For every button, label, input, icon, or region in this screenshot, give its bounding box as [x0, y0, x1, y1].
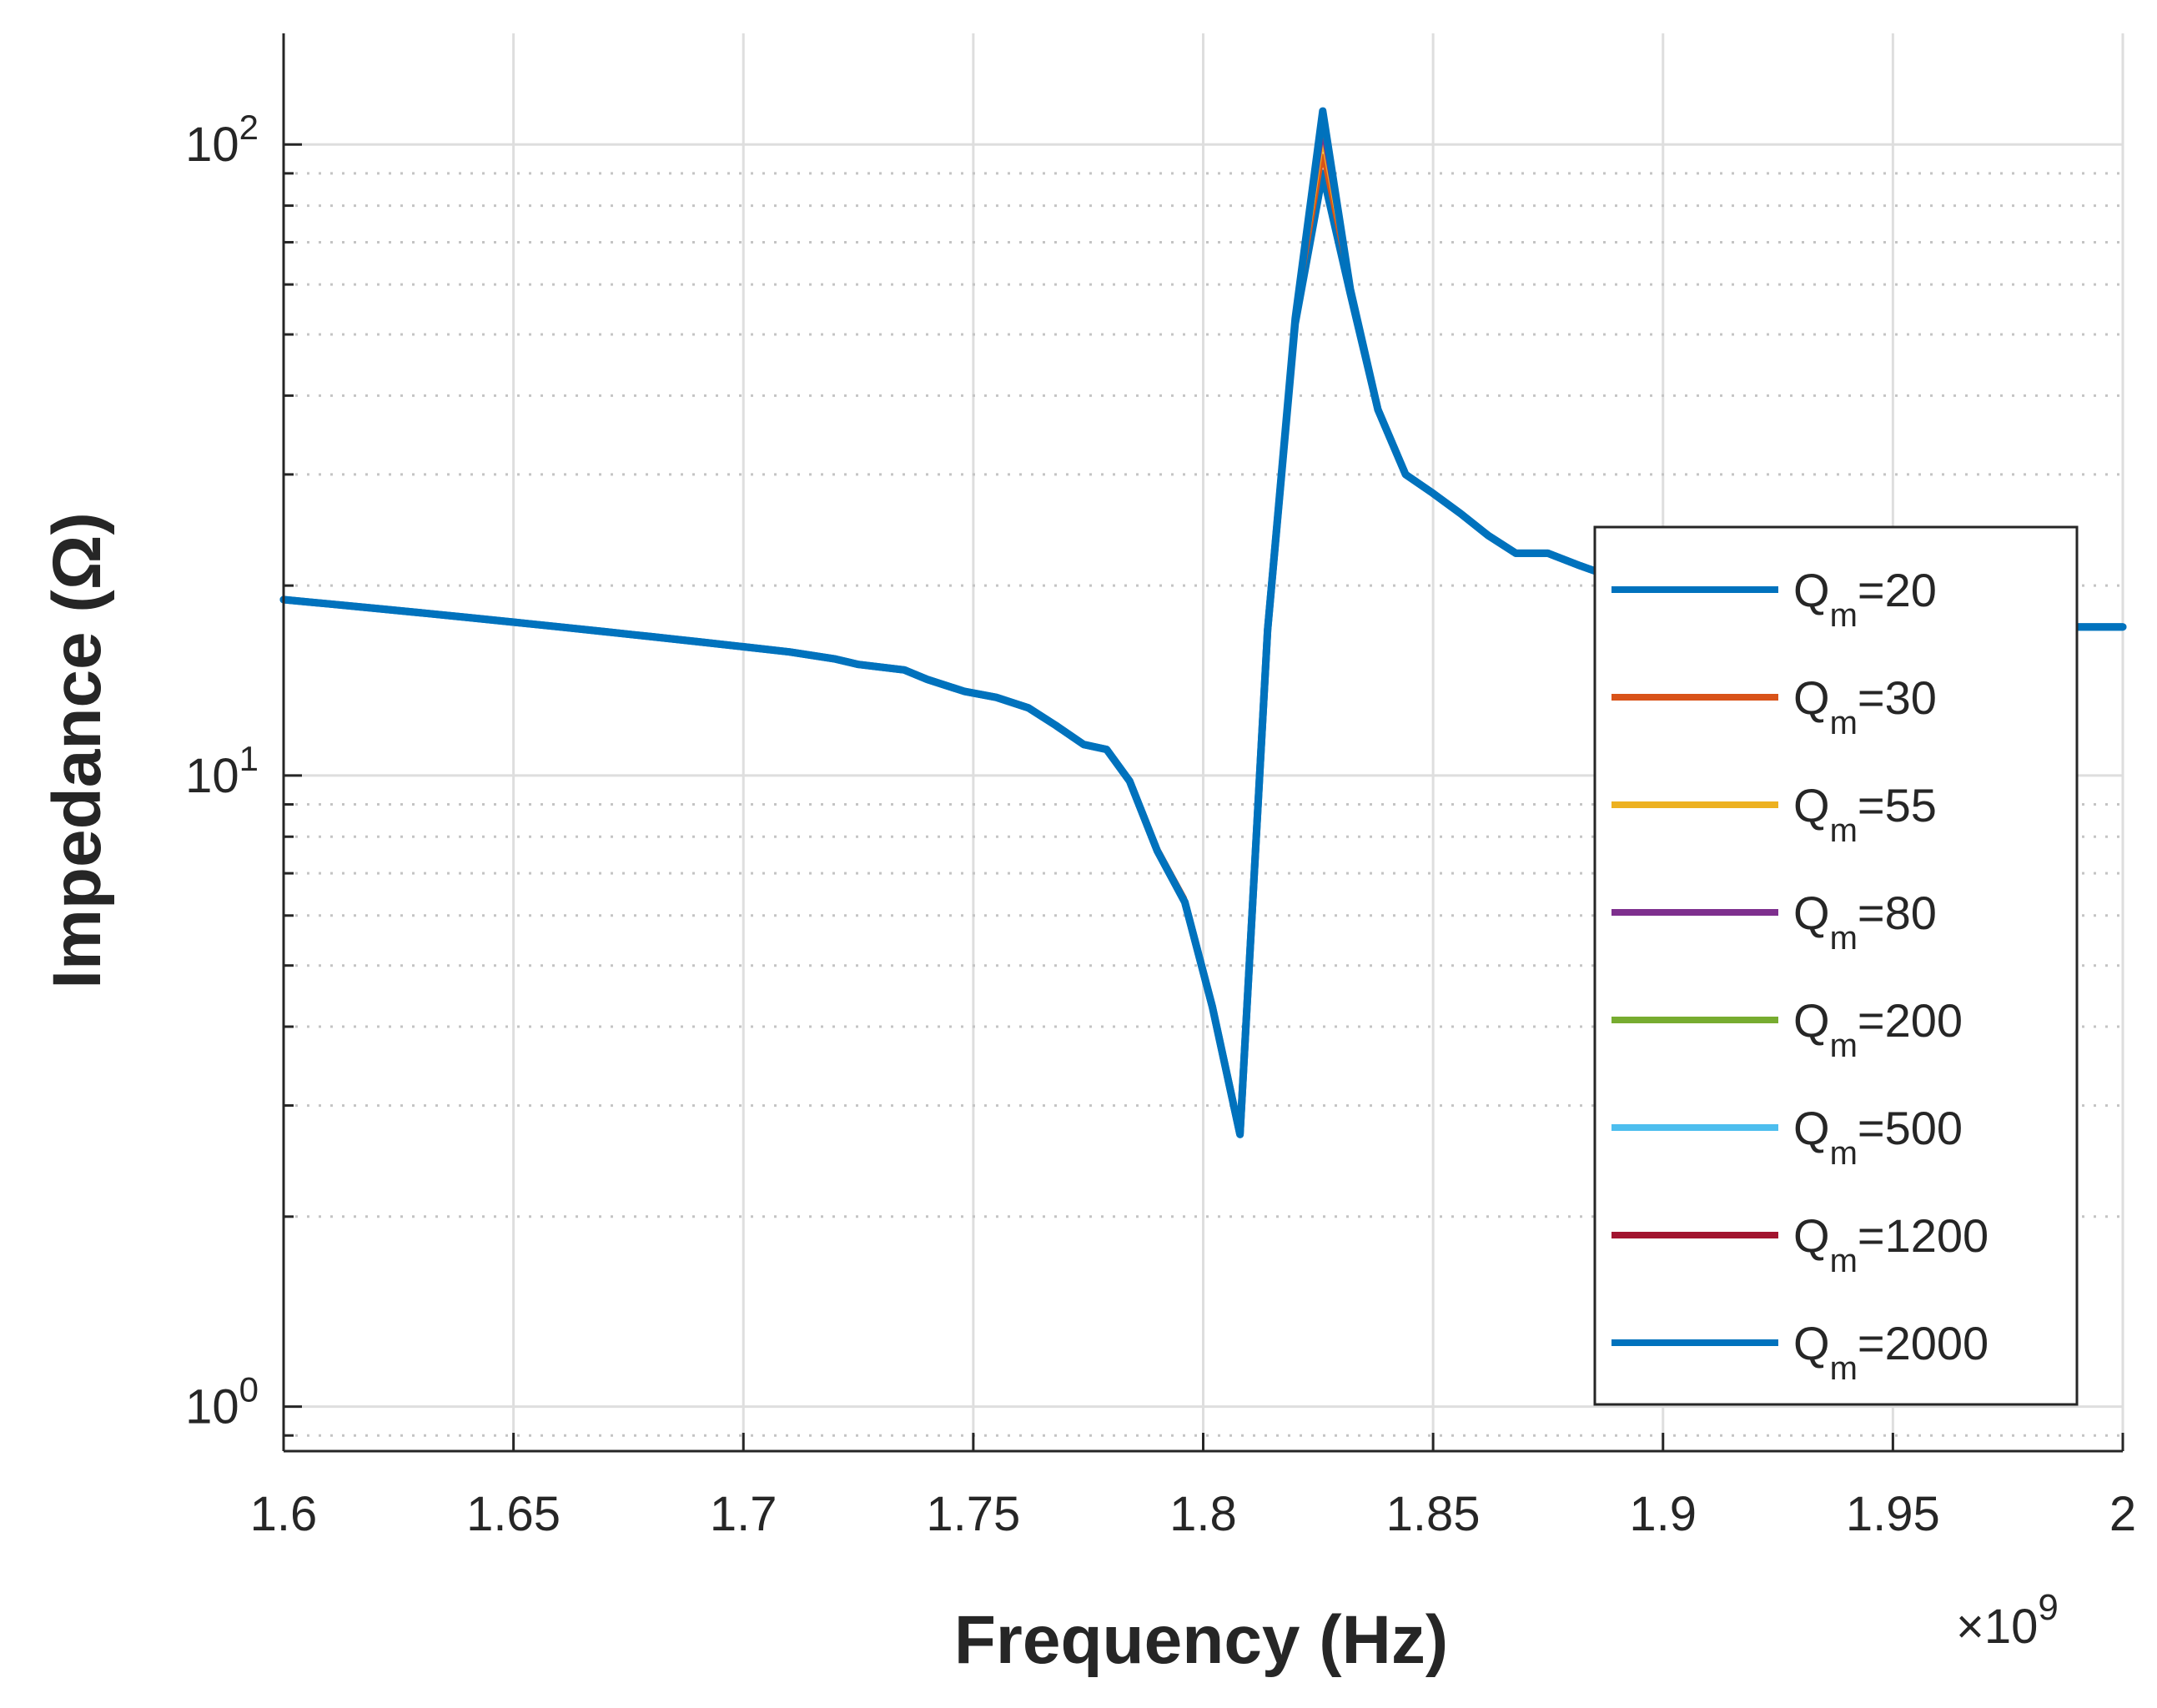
legend-label-subscript: m: [1830, 705, 1858, 741]
x-exponent-label: ×109: [1956, 1587, 2059, 1654]
legend-label-subscript: m: [1830, 1135, 1858, 1172]
legend-label-value: =80: [1858, 887, 1937, 939]
y-tick-exponent: 2: [239, 108, 259, 147]
legend-label-base: Q: [1793, 1102, 1830, 1154]
legend-label-value: =30: [1858, 671, 1937, 724]
y-tick-base: 10: [185, 749, 239, 803]
legend-label: Qm=200: [1793, 994, 1963, 1064]
x-axis-title: Frequency (Hz): [954, 1602, 1448, 1678]
x-tick-label: 1.9: [1629, 1487, 1697, 1541]
legend-label-base: Q: [1793, 564, 1830, 616]
axes: [282, 33, 2124, 1453]
legend-label: Qm=20: [1793, 564, 1937, 634]
legend-label-value: =1200: [1858, 1209, 1989, 1262]
legend-label: Qm=2000: [1793, 1317, 1989, 1387]
legend-label-subscript: m: [1830, 597, 1858, 634]
legend-label-base: Q: [1793, 1209, 1830, 1262]
legend-label-value: =2000: [1858, 1317, 1989, 1369]
legend-label-base: Q: [1793, 1317, 1830, 1369]
x-tick-label: 2: [2109, 1487, 2136, 1541]
legend-label: Qm=80: [1793, 887, 1937, 957]
y-axis-title: Impedance (Ω): [39, 512, 115, 989]
legend-label-value: =200: [1858, 994, 1963, 1047]
legend-label-value: =500: [1858, 1102, 1963, 1154]
legend: Qm=20Qm=30Qm=55Qm=80Qm=200Qm=500Qm=1200Q…: [1593, 525, 2079, 1406]
x-tick-label: 1.65: [466, 1487, 561, 1541]
x-tick-label: 1.6: [250, 1487, 318, 1541]
x-tick-label: 1.95: [1846, 1487, 1940, 1541]
y-tick-base: 10: [185, 118, 239, 172]
legend-label-base: Q: [1793, 887, 1830, 939]
y-tick-label: 102: [185, 108, 259, 172]
y-tick-label: 100: [185, 1370, 259, 1434]
legend-label-subscript: m: [1830, 920, 1858, 957]
y-tick-label: 101: [185, 739, 259, 803]
legend-label-base: Q: [1793, 671, 1830, 724]
legend-label: Qm=55: [1793, 779, 1937, 849]
y-tick-base: 10: [185, 1380, 239, 1434]
legend-label-subscript: m: [1830, 1243, 1858, 1279]
legend-label: Qm=1200: [1793, 1209, 1989, 1279]
x-tick-label: 1.75: [926, 1487, 1020, 1541]
legend-label: Qm=500: [1793, 1102, 1963, 1172]
y-tick-exponent: 1: [239, 739, 259, 778]
legend-label-base: Q: [1793, 779, 1830, 831]
legend-label: Qm=30: [1793, 671, 1937, 741]
legend-box: [1593, 525, 2079, 1406]
legend-label-value: =55: [1858, 779, 1937, 831]
y-tick-exponent: 0: [239, 1370, 259, 1409]
legend-label-subscript: m: [1830, 812, 1858, 849]
x-tick-label: 1.85: [1386, 1487, 1481, 1541]
legend-label-value: =20: [1858, 564, 1937, 616]
x-tick-label: 1.7: [710, 1487, 777, 1541]
x-tick-label: 1.8: [1169, 1487, 1237, 1541]
legend-label-base: Q: [1793, 994, 1830, 1047]
legend-label-subscript: m: [1830, 1350, 1858, 1387]
legend-label-subscript: m: [1830, 1027, 1858, 1064]
